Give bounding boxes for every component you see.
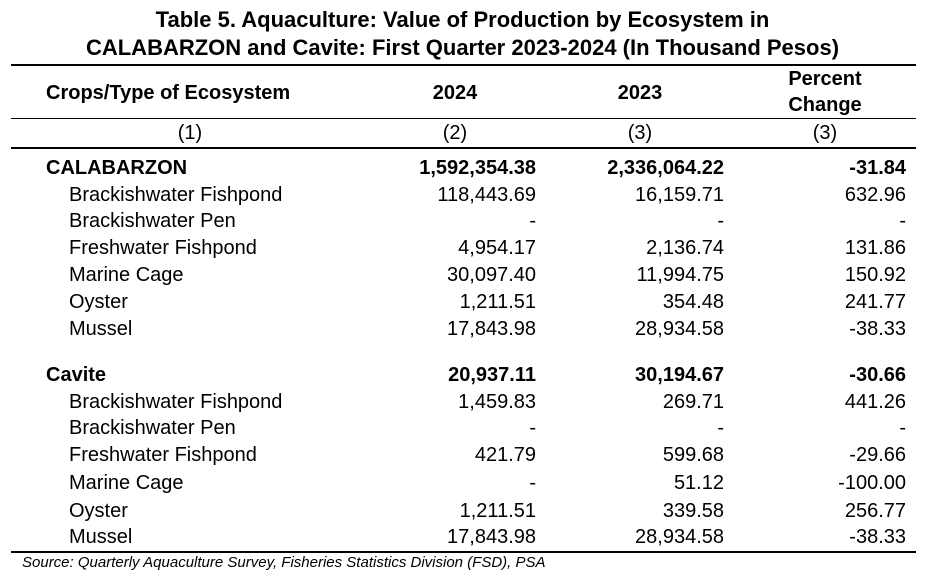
- value-2023: 30,194.67: [635, 364, 724, 386]
- header-2023: 2023: [617, 82, 663, 104]
- value-2024: 30,097.40: [447, 264, 536, 286]
- header-2024: 2024: [432, 82, 478, 104]
- value-2023: 11,994.75: [636, 264, 725, 286]
- value-2023: 269.71: [662, 391, 724, 413]
- percent-change: -29.66: [849, 444, 906, 466]
- table-row: Brackishwater Pen - - -: [0, 415, 925, 442]
- table-row: Oyster 1,211.51 339.58 256.77: [0, 498, 925, 525]
- value-2023: 2,136.74: [646, 237, 724, 259]
- table-row: Freshwater Fishpond 421.79 599.68 -29.66: [0, 442, 925, 469]
- table-row: Marine Cage - 51.12 -100.00: [0, 470, 925, 497]
- column-number-4: (3): [812, 122, 838, 144]
- table-row: Oyster 1,211.51 354.48 241.77: [0, 289, 925, 316]
- percent-change: -38.33: [849, 318, 906, 340]
- value-2024: -: [529, 210, 536, 232]
- table-title-line-1: Table 5. Aquaculture: Value of Productio…: [155, 7, 770, 32]
- row-label: Brackishwater Fishpond: [69, 184, 283, 206]
- percent-change: 441.26: [844, 391, 906, 413]
- group-row-calabarzon: CALABARZON 1,592,354.38 2,336,064.22 -31…: [0, 155, 925, 182]
- percent-change: -: [899, 210, 906, 232]
- header-top-rule: [11, 64, 916, 66]
- row-label: Freshwater Fishpond: [69, 444, 257, 466]
- row-label: Marine Cage: [69, 264, 184, 286]
- percent-change: -: [899, 417, 906, 439]
- value-2024: -: [529, 472, 536, 494]
- percent-change: 131.86: [844, 237, 906, 259]
- value-2023: 51.12: [673, 472, 724, 494]
- value-2024: 1,459.83: [458, 391, 536, 413]
- table-title-line-2: CALABARZON and Cavite: First Quarter 202…: [85, 35, 840, 60]
- value-2024: 1,211.51: [459, 500, 536, 522]
- table-bottom-rule: [11, 551, 916, 553]
- column-number-3: (3): [627, 122, 653, 144]
- source-note: Source: Quarterly Aquaculture Survey, Fi…: [22, 554, 546, 571]
- value-2024: -: [529, 417, 536, 439]
- group-row-cavite: Cavite 20,937.11 30,194.67 -30.66: [0, 362, 925, 389]
- value-2023: 16,159.71: [635, 184, 724, 206]
- value-2024: 17,843.98: [447, 526, 536, 548]
- table-title: Table 5. Aquaculture: Value of Productio…: [0, 6, 925, 62]
- value-2024: 1,211.51: [459, 291, 536, 313]
- value-2024: 1,592,354.38: [419, 157, 536, 179]
- table-row: Marine Cage 30,097.40 11,994.75 150.92: [0, 262, 925, 289]
- header-mid-rule: [11, 118, 916, 119]
- value-2023: -: [717, 210, 724, 232]
- table-row: Brackishwater Fishpond 1,459.83 269.71 4…: [0, 389, 925, 416]
- value-2023: -: [717, 417, 724, 439]
- value-2023: 28,934.58: [635, 318, 724, 340]
- value-2024: 421.79: [474, 444, 536, 466]
- percent-change: 632.96: [844, 184, 906, 206]
- row-label: Oyster: [69, 291, 128, 313]
- header-percent-line: Percent: [788, 68, 862, 90]
- group-label: Cavite: [46, 364, 107, 386]
- header-percent-change: Percent Change: [760, 66, 890, 118]
- row-label: Brackishwater Fishpond: [69, 391, 283, 413]
- group-label: CALABARZON: [46, 157, 188, 179]
- header-change-line: Change: [788, 94, 862, 116]
- percent-change: 241.77: [844, 291, 906, 313]
- value-2024: 4,954.17: [458, 237, 536, 259]
- percent-change: -38.33: [849, 526, 906, 548]
- value-2024: 20,937.11: [448, 364, 536, 386]
- row-label: Brackishwater Pen: [69, 210, 236, 232]
- percent-change: -31.84: [849, 157, 906, 179]
- value-2023: 599.68: [662, 444, 724, 466]
- value-2023: 28,934.58: [635, 526, 724, 548]
- column-number-1: (1): [177, 122, 203, 144]
- row-label: Mussel: [69, 318, 133, 340]
- percent-change: -30.66: [849, 364, 906, 386]
- table-row: Mussel 17,843.98 28,934.58 -38.33: [0, 316, 925, 343]
- table-row: Brackishwater Pen - - -: [0, 208, 925, 235]
- value-2024: 17,843.98: [447, 318, 536, 340]
- table-row: Brackishwater Fishpond 118,443.69 16,159…: [0, 182, 925, 209]
- percent-change: 150.92: [844, 264, 906, 286]
- header-bottom-rule: [11, 147, 916, 149]
- value-2024: 118,443.69: [437, 184, 536, 206]
- row-label: Freshwater Fishpond: [69, 237, 257, 259]
- table-row: Mussel 17,843.98 28,934.58 -38.33: [0, 524, 925, 551]
- percent-change: -100.00: [838, 472, 906, 494]
- row-label: Brackishwater Pen: [69, 417, 236, 439]
- row-label: Mussel: [69, 526, 133, 548]
- row-label: Marine Cage: [69, 472, 184, 494]
- value-2023: 339.58: [662, 500, 724, 522]
- column-number-2: (2): [442, 122, 468, 144]
- value-2023: 2,336,064.22: [607, 157, 724, 179]
- percent-change: 256.77: [844, 500, 906, 522]
- value-2023: 354.48: [662, 291, 724, 313]
- row-label: Oyster: [69, 500, 128, 522]
- header-crops: Crops/Type of Ecosystem: [46, 82, 291, 104]
- table-row: Freshwater Fishpond 4,954.17 2,136.74 13…: [0, 235, 925, 262]
